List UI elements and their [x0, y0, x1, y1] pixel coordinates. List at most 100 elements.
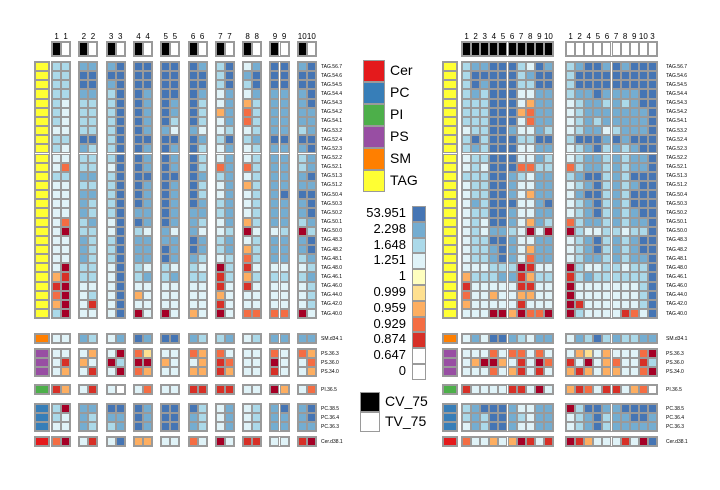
- class-annotation-cell: [443, 367, 457, 377]
- heatmap-cell: [638, 404, 648, 414]
- heatmap-cell: [88, 153, 98, 163]
- heatmap-cell: [270, 272, 280, 282]
- heatmap-cell: [534, 144, 544, 154]
- heatmap-cell: [566, 116, 576, 127]
- heatmap-cell: [507, 385, 517, 395]
- heatmap-cell: [79, 272, 89, 282]
- heatmap-cell: [602, 358, 612, 368]
- heatmap-cell: [471, 190, 481, 200]
- heatmap-cell: [543, 281, 553, 291]
- heatmap-cell: [462, 404, 472, 414]
- heatmap-cell: [170, 349, 180, 359]
- heatmap-cell: [638, 135, 648, 145]
- heatmap-cell: [170, 116, 180, 127]
- heatmap-cell: [197, 367, 207, 377]
- row-label: TAG.50.2: [666, 209, 688, 216]
- heatmap-cell: [516, 404, 526, 414]
- heatmap-cell: [106, 62, 116, 72]
- heatmap-cell: [507, 62, 517, 72]
- heatmap-cell: [161, 309, 171, 319]
- heatmap-cell: [61, 208, 71, 218]
- heatmap-cell: [534, 135, 544, 145]
- heatmap-cell: [593, 422, 603, 432]
- heatmap-cell: [584, 226, 594, 236]
- heatmap-cell: [629, 80, 639, 90]
- heatmap-cell: [566, 89, 576, 99]
- heatmap-cell: [498, 235, 508, 245]
- heatmap-cell: [593, 71, 603, 81]
- class-annotation-frame: [442, 403, 458, 433]
- heatmap-cell: [593, 226, 603, 236]
- heatmap-cell: [647, 413, 657, 423]
- heatmap-cell: [516, 98, 526, 108]
- heatmap-cell: [306, 190, 316, 200]
- heatmap-cell: [543, 116, 553, 127]
- heatmap-cell: [224, 263, 234, 273]
- heatmap-cell: [197, 116, 207, 127]
- heatmap-cell: [543, 245, 553, 255]
- heatmap-cell: [525, 422, 535, 432]
- heatmap-cell: [566, 190, 576, 200]
- heatmap-cell: [252, 89, 262, 99]
- heatmap-cell: [215, 299, 225, 310]
- heatmap-cell: [507, 162, 517, 172]
- heatmap-cell: [566, 208, 576, 218]
- heatmap-cell: [525, 162, 535, 172]
- heatmap-cell: [638, 235, 648, 245]
- row-label: TAG.54.2: [666, 109, 688, 116]
- heatmap-cell: [306, 153, 316, 163]
- heatmap-cell: [498, 367, 508, 377]
- heatmap-cell: [224, 235, 234, 245]
- heatmap-cell: [462, 235, 472, 245]
- class-annotation-cell: [443, 208, 457, 218]
- heatmap-cell: [52, 281, 62, 291]
- heatmap-cell: [647, 422, 657, 432]
- heatmap-cell: [88, 80, 98, 90]
- heatmap-cell: [279, 358, 289, 368]
- heatmap-cell: [52, 144, 62, 154]
- row-label: TAG.44.0: [666, 292, 688, 299]
- heatmap-cell: [462, 272, 472, 282]
- heatmap-cell: [498, 144, 508, 154]
- heatmap-cell: [88, 404, 98, 414]
- heatmap-cell: [115, 98, 125, 108]
- heatmap-cell: [543, 263, 553, 273]
- class-annotation-cell: [443, 299, 457, 310]
- heatmap-cell: [575, 334, 585, 344]
- heatmap-cell: [584, 385, 594, 395]
- heatmap-cell: [297, 385, 307, 395]
- heatmap-cell: [566, 153, 576, 163]
- heatmap-cell: [566, 98, 576, 108]
- heatmap-cell: [638, 153, 648, 163]
- heatmap-cell: [629, 272, 639, 282]
- heatmap-cell: [270, 299, 280, 310]
- heatmap-cell: [88, 413, 98, 423]
- heatmap-cell: [161, 153, 171, 163]
- heatmap-cell: [270, 71, 280, 81]
- heatmap-cell: [133, 199, 143, 209]
- heatmap-cell: [462, 190, 472, 200]
- heatmap-cell: [243, 349, 253, 359]
- heatmap-cell: [88, 180, 98, 191]
- heatmap-cell: [106, 153, 116, 163]
- class-annotation-cell: [443, 413, 457, 423]
- heatmap-block-frame: [296, 384, 317, 396]
- heatmap-cell: [143, 153, 153, 163]
- heatmap-cell: [543, 272, 553, 282]
- heatmap-cell: [170, 190, 180, 200]
- heatmap-cell: [575, 272, 585, 282]
- heatmap-cell: [88, 422, 98, 432]
- heatmap-cell: [88, 245, 98, 255]
- scale-label: 0.959: [373, 299, 406, 315]
- heatmap-cell: [620, 437, 630, 447]
- heatmap-cell: [462, 180, 472, 191]
- heatmap-block-frame: [160, 348, 181, 378]
- heatmap-cell: [243, 98, 253, 108]
- heatmap-cell: [133, 89, 143, 99]
- heatmap-block-frame: [242, 403, 263, 433]
- heatmap-cell: [507, 349, 517, 359]
- heatmap-cell: [61, 385, 71, 395]
- heatmap-cell: [462, 263, 472, 273]
- heatmap-cell: [297, 254, 307, 264]
- heatmap-cell: [297, 349, 307, 359]
